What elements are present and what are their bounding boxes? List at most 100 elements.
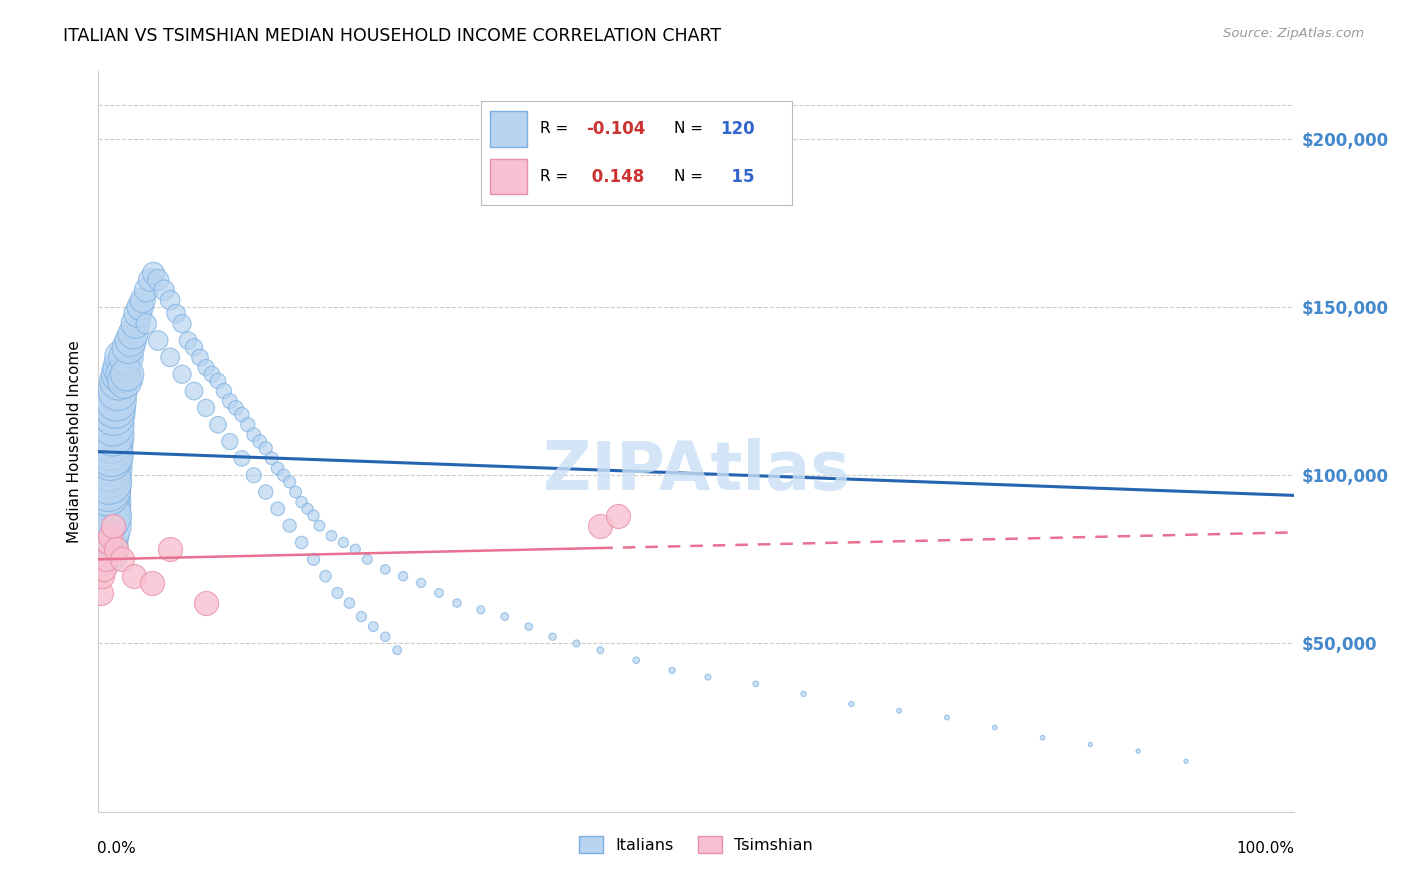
Point [254,442,277,456]
Point [111,351,134,365]
Point [697,670,720,684]
Point [93,562,115,576]
Point [356,552,378,566]
Point [308,518,330,533]
Point [103,408,125,422]
Point [107,374,129,388]
Point [111,552,134,566]
Point [374,562,396,576]
Point [267,461,290,475]
Point [219,394,242,409]
Point [207,374,229,388]
Point [936,710,959,724]
Point [172,317,194,331]
Point [889,704,911,718]
Point [201,368,224,382]
Point [326,586,349,600]
Point [148,273,170,287]
Point [225,401,247,415]
Point [392,569,415,583]
Point [291,535,314,549]
Point [231,408,253,422]
Point [841,697,863,711]
Point [96,485,118,500]
Point [470,603,492,617]
Point [177,334,200,348]
Point [589,643,612,657]
Point [97,468,120,483]
Point [411,575,433,590]
Point [207,417,229,432]
Point [91,542,114,557]
Point [231,451,253,466]
Point [363,619,385,633]
Point [374,630,396,644]
Text: ITALIAN VS TSIMSHIAN MEDIAN HOUSEHOLD INCOME CORRELATION CHART: ITALIAN VS TSIMSHIAN MEDIAN HOUSEHOLD IN… [63,27,721,45]
Point [148,334,170,348]
Point [249,434,271,449]
Point [114,374,136,388]
Point [661,664,683,678]
Point [284,485,307,500]
Point [135,283,157,297]
Point [98,529,122,543]
Point [254,485,277,500]
Point [172,368,194,382]
Point [98,442,122,456]
Point [267,501,290,516]
Point [107,384,129,398]
Point [607,508,630,523]
Point [1032,731,1054,745]
Point [984,721,1007,735]
Point [122,326,145,341]
Point [101,427,124,442]
Text: 0.0%: 0.0% [97,841,136,856]
Point [159,351,181,365]
Point [105,394,128,409]
Point [104,401,127,415]
Point [131,293,153,308]
Point [115,368,138,382]
Point [589,518,612,533]
Point [183,384,205,398]
Point [260,451,283,466]
Point [315,569,337,583]
Point [212,384,235,398]
Point [302,508,325,523]
Point [321,529,343,543]
Point [745,677,768,691]
Point [291,495,314,509]
Point [278,475,301,489]
Point [188,351,211,365]
Point [94,501,117,516]
Point [96,508,118,523]
Point [626,653,648,667]
Point [565,636,588,650]
Text: Source: ZipAtlas.com: Source: ZipAtlas.com [1223,27,1364,40]
Point [243,468,266,483]
Point [129,300,152,314]
Point [183,340,205,354]
Point [219,434,242,449]
Point [236,417,259,432]
Point [91,508,114,523]
Point [91,518,114,533]
Point [350,609,373,624]
Point [127,307,149,321]
Point [94,475,117,489]
Point [115,351,138,365]
Point [243,427,266,442]
Point [195,401,218,415]
Point [195,596,218,610]
Legend: Italians, Tsimshian: Italians, Tsimshian [572,830,820,859]
Point [105,542,128,557]
Point [90,586,112,600]
Point [90,529,112,543]
Point [101,518,124,533]
Text: ZIPAtlas: ZIPAtlas [543,438,849,504]
Point [344,542,367,557]
Text: 100.0%: 100.0% [1237,841,1295,856]
Point [101,417,124,432]
Point [120,334,142,348]
Point [427,586,450,600]
